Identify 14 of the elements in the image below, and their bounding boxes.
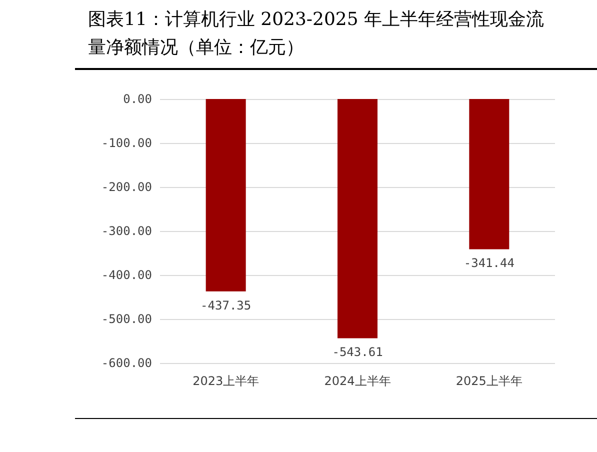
y-tick-label: -100.00 [101,136,152,150]
x-tick-label: 2024上半年 [324,374,391,388]
chart-title: 图表11：计算机行业 2023-2025 年上半年经营性现金流量净额情况（单位：亿元） [88,8,546,60]
data-label: -437.35 [200,298,252,312]
y-tick-label: 0.00 [123,92,152,106]
y-tick-label: -400.00 [101,268,152,282]
x-tick-label: 2025上半年 [456,374,522,388]
y-tick-label: -300.00 [101,224,152,238]
data-label: -543.61 [332,345,383,360]
data-label: -341.44 [464,256,514,270]
y-tick-label: -500.00 [101,312,152,326]
y-tick-label: -200.00 [101,180,152,194]
x-tick-label: 2023上半年 [192,374,260,388]
y-tick-label: -600.00 [101,356,152,370]
